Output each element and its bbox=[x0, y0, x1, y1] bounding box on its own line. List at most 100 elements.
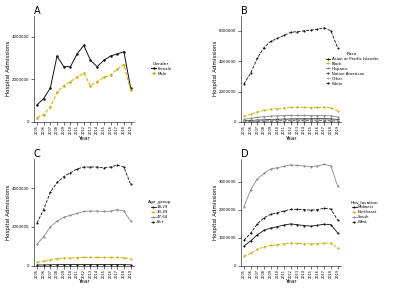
Hispanic bbox=[302, 114, 306, 117]
65+ bbox=[41, 208, 46, 211]
Other bbox=[328, 118, 333, 121]
Male bbox=[48, 105, 53, 109]
Asian or Pacific Islander bbox=[288, 117, 293, 121]
Female bbox=[115, 52, 120, 56]
Asian or Pacific Islander bbox=[335, 118, 340, 121]
Native American bbox=[335, 119, 340, 123]
Northeast bbox=[308, 242, 313, 246]
Other bbox=[295, 118, 300, 121]
Northeast bbox=[302, 242, 306, 245]
65+ bbox=[115, 163, 120, 167]
Asian or Pacific Islander bbox=[295, 117, 300, 121]
Other bbox=[282, 118, 286, 122]
Hispanic bbox=[335, 115, 340, 119]
Other bbox=[302, 118, 306, 121]
Hispanic bbox=[282, 114, 286, 117]
Female bbox=[108, 54, 113, 58]
South bbox=[335, 184, 340, 188]
65+ bbox=[102, 166, 106, 170]
West bbox=[308, 209, 313, 212]
30-49 bbox=[122, 256, 126, 259]
Line: Other: Other bbox=[243, 118, 338, 122]
Other bbox=[315, 118, 320, 121]
White bbox=[242, 82, 246, 86]
South bbox=[295, 164, 300, 167]
Male bbox=[68, 80, 73, 83]
Male bbox=[102, 76, 106, 79]
Asian or Pacific Islander bbox=[262, 118, 266, 122]
Northeast bbox=[262, 245, 266, 249]
18-29 bbox=[75, 263, 80, 266]
18-29 bbox=[128, 263, 133, 267]
Y-axis label: Hospital Admissions: Hospital Admissions bbox=[6, 41, 10, 97]
White bbox=[282, 34, 286, 37]
18-29 bbox=[115, 263, 120, 266]
Black bbox=[308, 106, 313, 109]
Female bbox=[75, 52, 80, 56]
South bbox=[315, 164, 320, 168]
Native American bbox=[282, 119, 286, 122]
Text: D: D bbox=[240, 149, 248, 159]
Midwest bbox=[335, 231, 340, 235]
47-64 bbox=[68, 213, 73, 217]
West bbox=[295, 208, 300, 211]
Black bbox=[335, 109, 340, 112]
47-64 bbox=[95, 209, 100, 213]
Line: Female: Female bbox=[36, 44, 132, 106]
Asian or Pacific Islander bbox=[242, 119, 246, 122]
Text: A: A bbox=[34, 6, 40, 16]
47-64 bbox=[88, 209, 93, 213]
Midwest bbox=[295, 223, 300, 226]
Asian or Pacific Islander bbox=[255, 118, 260, 122]
30-49 bbox=[34, 260, 39, 264]
West bbox=[242, 239, 246, 242]
Line: Northeast: Northeast bbox=[243, 242, 338, 257]
Line: 30-49: 30-49 bbox=[36, 256, 132, 263]
Hispanic bbox=[262, 115, 266, 118]
Male bbox=[128, 88, 133, 92]
Line: Male: Male bbox=[36, 63, 132, 119]
47-64 bbox=[108, 209, 113, 213]
West bbox=[248, 232, 253, 235]
White bbox=[275, 37, 280, 40]
Male bbox=[81, 71, 86, 75]
Black bbox=[282, 106, 286, 110]
Asian or Pacific Islander bbox=[268, 118, 273, 121]
Hispanic bbox=[308, 114, 313, 117]
White bbox=[248, 72, 253, 75]
65+ bbox=[61, 175, 66, 178]
Other bbox=[288, 118, 293, 121]
X-axis label: Year: Year bbox=[78, 136, 90, 141]
Other bbox=[335, 118, 340, 122]
Hispanic bbox=[255, 116, 260, 119]
47-64 bbox=[34, 242, 39, 246]
18-29 bbox=[95, 263, 100, 266]
White bbox=[262, 46, 266, 49]
Northeast bbox=[255, 248, 260, 251]
Black bbox=[322, 106, 326, 109]
Hispanic bbox=[315, 114, 320, 117]
Native American bbox=[328, 119, 333, 122]
30-49 bbox=[95, 255, 100, 259]
Black bbox=[295, 106, 300, 109]
Northeast bbox=[275, 243, 280, 246]
X-axis label: Year: Year bbox=[78, 280, 90, 284]
Hispanic bbox=[295, 114, 300, 117]
Hispanic bbox=[248, 117, 253, 120]
South bbox=[268, 167, 273, 171]
Female bbox=[95, 65, 100, 68]
Other bbox=[275, 118, 280, 122]
Northeast bbox=[322, 241, 326, 245]
West bbox=[288, 208, 293, 211]
Line: Black: Black bbox=[243, 106, 338, 117]
47-64 bbox=[48, 225, 53, 229]
South bbox=[282, 164, 286, 168]
30-49 bbox=[88, 255, 93, 259]
Male bbox=[41, 113, 46, 116]
West bbox=[282, 209, 286, 213]
Legend: 18-29, 30-49, 47-64, 65+: 18-29, 30-49, 47-64, 65+ bbox=[147, 200, 172, 225]
South bbox=[255, 177, 260, 181]
Midwest bbox=[308, 224, 313, 228]
65+ bbox=[34, 221, 39, 225]
White bbox=[302, 29, 306, 32]
